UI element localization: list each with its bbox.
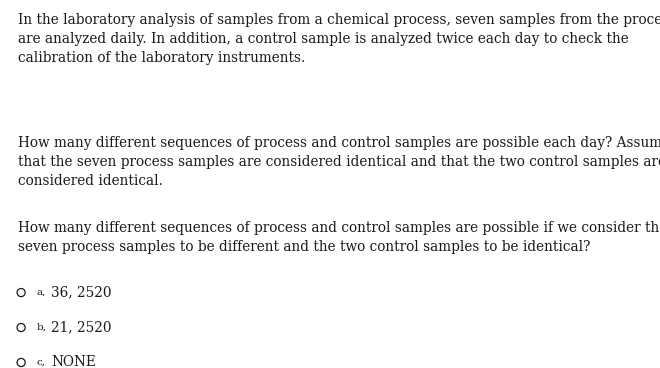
Text: In the laboratory analysis of samples from a chemical process, seven samples fro: In the laboratory analysis of samples fr…	[18, 13, 660, 65]
Text: NONE: NONE	[51, 355, 96, 368]
Text: How many different sequences of process and control samples are possible each da: How many different sequences of process …	[18, 136, 660, 188]
Text: a,: a,	[36, 288, 46, 297]
Text: 36, 2520: 36, 2520	[51, 286, 112, 300]
Text: How many different sequences of process and control samples are possible if we c: How many different sequences of process …	[18, 221, 660, 254]
Text: b,: b,	[36, 323, 46, 332]
Text: c,: c,	[36, 358, 46, 367]
Text: 21, 2520: 21, 2520	[51, 321, 112, 335]
